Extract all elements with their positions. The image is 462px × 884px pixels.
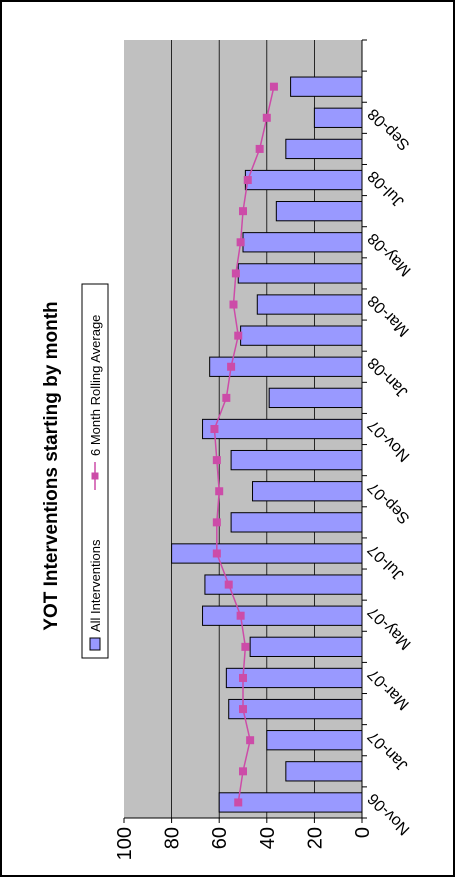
x-tick-label: Sep-08 [365, 105, 414, 154]
x-tick-label: Nov-07 [365, 416, 414, 465]
bar [244, 169, 363, 191]
bar [204, 574, 363, 595]
rolling-average-point [236, 238, 245, 247]
bar [218, 792, 363, 813]
rolling-average-point [231, 269, 240, 278]
legend: All Interventions 6 Month Rolling Averag… [81, 283, 109, 659]
legend-label-rolling-average: 6 Month Rolling Average [88, 315, 103, 456]
bar [202, 605, 363, 626]
legend-label-all-interventions: All Interventions [88, 539, 103, 632]
y-tick-label: 100 [114, 827, 136, 860]
bar [228, 698, 363, 720]
y-tick-label: 40 [257, 827, 279, 849]
x-tick-label: Sep-07 [365, 478, 414, 527]
bar [285, 761, 363, 782]
rolling-average-point [241, 642, 250, 651]
x-tick-label: Mar-07 [365, 665, 413, 713]
y-tick-label: 80 [162, 827, 184, 849]
legend-line-marker [91, 472, 99, 480]
plot-area: 020406080100Nov-06Jan-07Mar-07May-07Jul-… [114, 39, 415, 860]
bar [171, 543, 363, 564]
bar [290, 76, 363, 97]
legend-bar-swatch [89, 637, 101, 651]
bar [237, 263, 363, 284]
rolling-average-point [222, 393, 231, 402]
rolling-average-point [255, 144, 264, 153]
rolling-average-point [224, 580, 233, 589]
bar [313, 107, 363, 128]
chart-title: YOT Interventions starting by month [41, 301, 62, 630]
rolling-average-point [212, 549, 221, 558]
y-tick-label: 0 [352, 827, 374, 838]
bar [230, 449, 363, 471]
x-tick-label: Jul-08 [365, 167, 408, 210]
y-tick-label: 20 [304, 827, 326, 849]
bar [266, 730, 363, 751]
bar [242, 232, 363, 253]
rolling-average-point [212, 518, 221, 527]
rolling-average-point [210, 425, 219, 433]
bar [225, 667, 363, 689]
rolling-average-point [239, 673, 247, 682]
bar [240, 325, 363, 346]
bar [202, 418, 363, 440]
bar [249, 636, 363, 657]
rolling-average-point [212, 456, 221, 465]
x-tick-label: Mar-08 [365, 292, 413, 340]
rolling-average-point [227, 362, 236, 371]
bar [268, 387, 363, 409]
x-tick-label: May-07 [365, 603, 415, 653]
rolling-average-point [215, 487, 224, 496]
rolling-average-point [239, 767, 247, 776]
rolling-average-point [269, 82, 278, 91]
rolling-average-point [229, 300, 238, 309]
bar [209, 356, 363, 377]
rolling-average-point [234, 331, 243, 340]
rolling-average-point [234, 798, 243, 807]
y-tick-label: 60 [209, 827, 231, 849]
x-tick-label: Jul-07 [365, 541, 408, 584]
x-tick-label: Jan-08 [365, 354, 412, 401]
x-tick-label: May-08 [365, 229, 415, 279]
bar [230, 512, 363, 533]
bar [275, 201, 363, 222]
rolling-average-point [246, 736, 255, 745]
bar [256, 294, 363, 315]
rolling-average-point [262, 113, 271, 122]
x-tick-label: Jan-07 [365, 727, 412, 774]
rolling-average-point [239, 705, 247, 714]
bar [252, 481, 363, 502]
rolling-average-point [243, 176, 252, 185]
rolling-average-point [239, 207, 247, 216]
rolling-average-line [213, 86, 275, 803]
rolling-average-point [236, 611, 245, 620]
bar [285, 138, 363, 160]
